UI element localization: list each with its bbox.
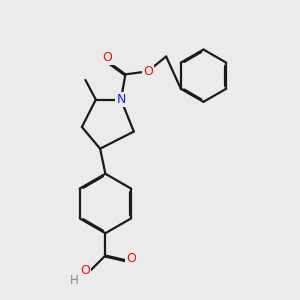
Text: O: O [143, 65, 153, 78]
Text: O: O [80, 264, 90, 277]
Text: N: N [116, 93, 126, 106]
Text: O: O [126, 252, 136, 265]
Text: O: O [103, 51, 112, 64]
Text: H: H [70, 274, 79, 287]
